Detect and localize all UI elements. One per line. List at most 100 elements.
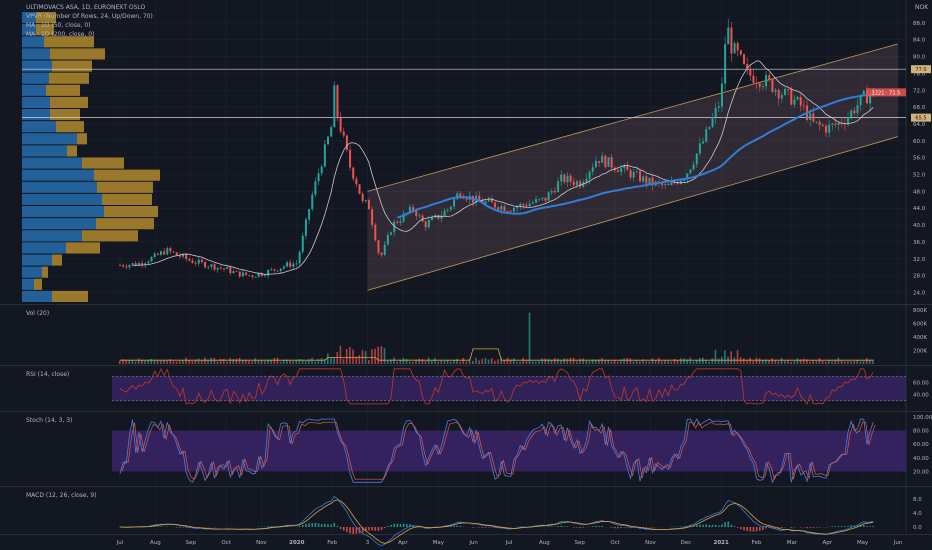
volume-bar [771,358,773,364]
macd-histogram-bar [459,526,462,527]
vpvr-down-bar [94,169,160,181]
volume-bar [424,361,427,364]
candle-body [575,181,578,186]
stoch-tick-label: 20.00 [913,469,929,475]
candle-body [733,43,736,54]
macd-histogram-bar [374,527,377,531]
candle-body [393,221,396,233]
upper-level-badge-bg [911,65,931,74]
candle-body [516,206,519,208]
stoch-pane-label[interactable]: Stoch (14, 3, 3) [26,417,73,424]
vpvr-indicator-label[interactable]: VPVR (Number Of Rows, 24, Up/Down, 70) [26,13,153,20]
candle-body [535,199,538,203]
vpvr-down-bar [67,145,77,157]
macd-histogram-bar [736,527,739,528]
vpvr-up-bar [22,169,94,181]
volume-bar [119,360,121,364]
volume-bar [147,359,149,364]
volume-bar [141,359,143,364]
volume-bar [380,346,383,364]
candle-body [771,79,774,92]
candle-body [330,127,333,137]
candle-body [834,123,837,125]
volume-bar [311,357,313,364]
candle-body [626,165,629,171]
last-price-tag-bg [866,88,906,97]
volume-bar [544,358,547,364]
stoch-tick-label: 40.00 [913,456,929,462]
candle-body [692,164,695,170]
macd-histogram-bar [620,527,622,529]
candle-body [698,143,701,154]
candle-body [758,83,761,87]
candle-body [197,259,200,264]
vpvr-up-bar [22,254,52,266]
macd-histogram-bar [314,522,317,527]
volume-bar [749,357,751,364]
ma200-indicator-label[interactable]: MA · 1D (200, close, 0) [26,31,95,38]
candle-body [137,262,140,266]
candle-body [399,221,402,223]
macd-histogram-bar [506,527,509,528]
volume-bar [538,361,540,364]
volume-bar [339,345,342,364]
candle-body [799,97,802,106]
candle-body [314,181,317,195]
vpvr-down-bar [97,181,153,193]
rsi-pane-label[interactable]: RSI (14, close) [26,371,70,378]
volume-bar [229,358,231,364]
volume-bar [802,358,805,364]
candle-body [229,267,232,274]
candle-body [219,267,222,269]
candle-body [601,155,604,163]
candle-body [768,75,771,80]
macd-histogram-bar [617,527,619,529]
macd-histogram-bar [160,526,162,527]
macd-histogram-bar [834,526,837,527]
candle-body [396,221,399,223]
macd-pane-label[interactable]: MACD (12, 26, close, 9) [26,492,97,499]
ma50-indicator-label[interactable]: MA · 1D (50, close, 0) [26,22,91,29]
volume-bar [843,361,846,364]
vpvr-up-bar [22,121,56,133]
candle-body [765,75,768,87]
candle-body [355,178,358,185]
macd-histogram-bar [352,527,355,535]
candle-body [361,193,364,202]
time-tick-label: Aug [150,540,161,546]
macd-histogram-bar [718,525,720,527]
volume-bar [185,357,187,364]
macd-histogram-bar [692,525,695,527]
volume-bar [282,360,285,364]
volume-bar [471,360,474,364]
candle-body [364,200,367,202]
volume-bar [245,359,247,364]
vpvr-up-bar [22,242,66,254]
macd-histogram-bar [383,527,386,529]
volume-bar [746,360,748,364]
vol-pane-label[interactable]: Vol (20) [26,310,50,317]
volume-bar [708,361,710,364]
macd-histogram-bar [809,527,812,528]
volume-bar [560,360,562,364]
volume-bar [743,358,745,364]
volume-bar [358,355,361,364]
candle-body [141,262,144,266]
volume-bar [431,360,433,364]
candle-body [273,269,276,271]
candle-body [251,275,254,277]
volume-bar [427,357,430,364]
macd-histogram-bar [157,526,159,527]
vpvr-down-bar [42,266,48,278]
macd-histogram-bar [478,527,481,528]
volume-bar [632,361,635,364]
candle-body [802,105,805,107]
volume-bar [834,359,837,364]
lower-level-badge: 65.5 [915,116,926,122]
macd-histogram-bar [298,526,301,527]
candle-body [119,265,121,266]
macd-histogram-bar [267,526,269,527]
candle-body [667,183,670,186]
volume-bar [257,360,260,364]
